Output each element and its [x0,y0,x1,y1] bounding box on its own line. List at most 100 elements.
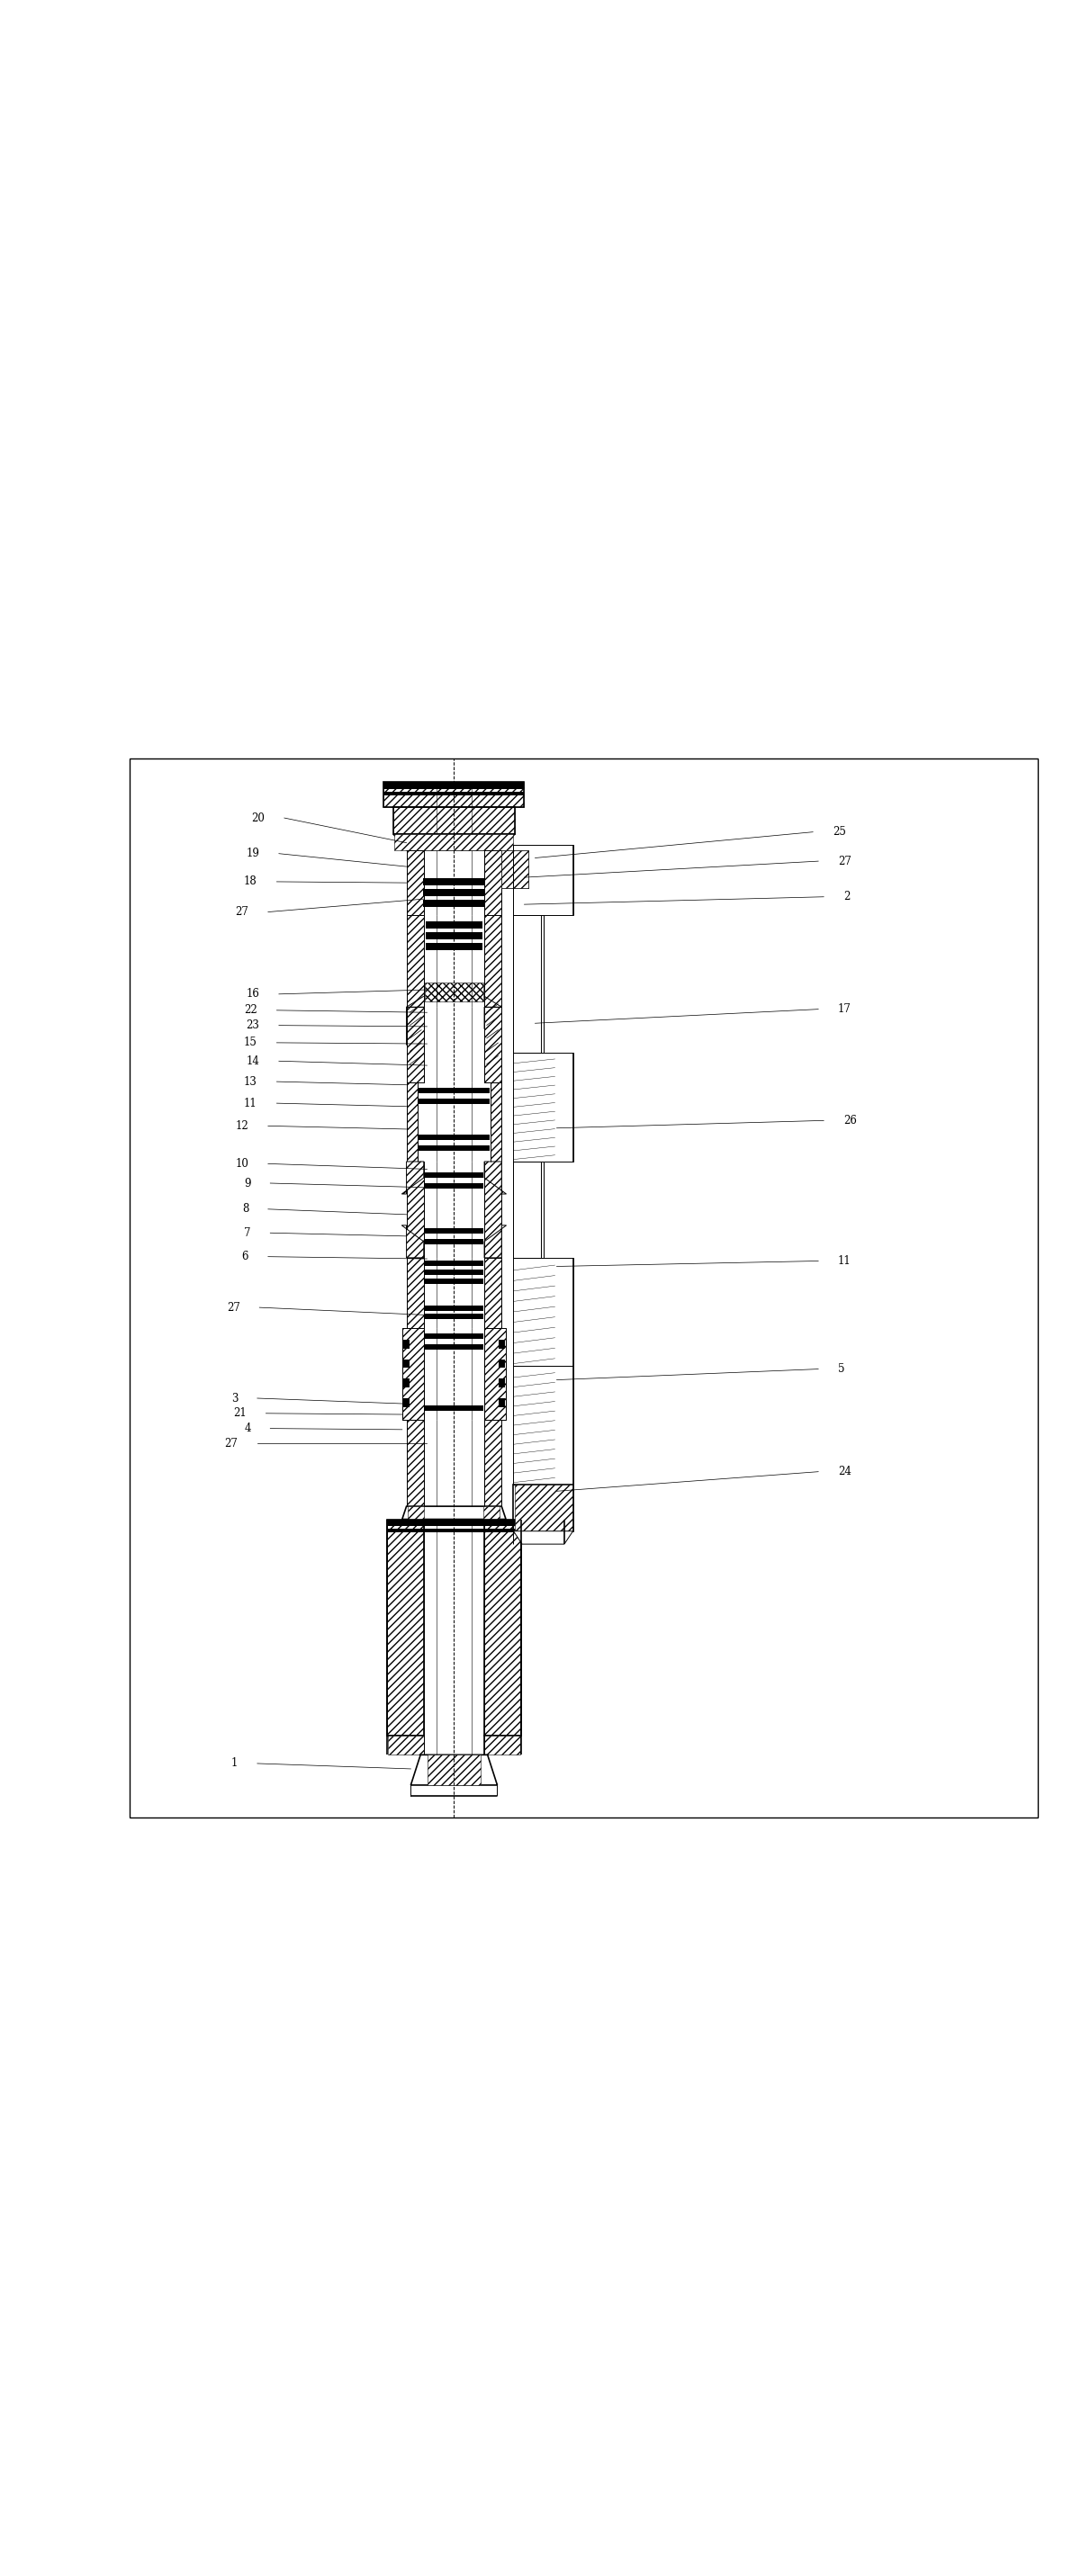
Bar [513,1162,540,1257]
Bar [425,1262,483,1267]
Bar [513,914,544,1054]
Text: 5: 5 [838,1363,844,1376]
Bar [418,1146,490,1151]
Bar [502,850,529,889]
Text: 27: 27 [225,1437,238,1450]
Bar [498,1378,505,1388]
Bar [406,1007,424,1082]
Bar [426,943,482,951]
Bar [406,914,424,1007]
Bar [484,1257,502,1329]
Bar [513,1054,573,1162]
Polygon shape [484,1007,502,1046]
Text: 21: 21 [233,1406,246,1419]
Bar [425,1406,483,1412]
Bar [484,1257,502,1329]
Text: 26: 26 [843,1115,856,1126]
Text: 24: 24 [838,1466,851,1479]
Bar [484,1520,521,1736]
Bar [513,1484,573,1530]
Bar [406,1162,424,1257]
Polygon shape [406,1007,424,1046]
Text: 23: 23 [246,1020,259,1030]
Bar [384,783,524,788]
Bar [406,1419,424,1507]
Bar [425,1306,483,1311]
Bar [406,1257,424,1329]
Bar [498,1340,505,1347]
Polygon shape [393,835,515,850]
Bar [484,1162,502,1257]
Bar [483,1507,499,1520]
Bar [425,1270,483,1275]
Bar [406,850,424,914]
Text: 1: 1 [231,1757,238,1770]
Bar [491,1082,502,1162]
Bar [406,914,424,1007]
Text: 11: 11 [244,1097,257,1110]
Bar [484,1162,502,1257]
Bar [387,1520,521,1525]
Bar [426,933,482,940]
Polygon shape [402,1162,424,1195]
Bar [484,850,502,914]
Bar [406,850,424,914]
Bar [403,1399,410,1406]
Text: 27: 27 [236,907,249,917]
Bar [484,1736,520,1754]
Bar [484,1419,502,1507]
Bar [515,1484,573,1530]
Text: 18: 18 [244,876,257,889]
Bar [402,1329,424,1419]
Polygon shape [484,1162,506,1195]
Text: 27: 27 [838,855,851,868]
Polygon shape [411,1754,497,1785]
Text: 27: 27 [227,1301,240,1314]
Bar [425,1172,483,1177]
Bar [406,1162,424,1257]
Bar [408,1507,424,1520]
Bar [384,783,524,806]
Bar [384,783,524,806]
Text: 13: 13 [244,1077,257,1087]
Bar [513,914,540,1054]
Text: 12: 12 [236,1121,249,1131]
Text: 19: 19 [246,848,259,860]
Text: 6: 6 [242,1252,249,1262]
Text: 7: 7 [244,1226,251,1239]
Bar [406,1082,417,1162]
Text: 9: 9 [244,1177,251,1190]
Bar [406,1419,424,1507]
Bar [387,1520,424,1736]
Bar [387,1520,424,1736]
Bar [513,845,573,914]
Polygon shape [402,1507,506,1520]
Text: 2: 2 [843,891,850,902]
Bar [388,1736,424,1754]
Bar [425,1239,483,1244]
Bar [423,889,485,896]
Bar [406,1007,424,1082]
Bar [425,1278,483,1283]
Polygon shape [387,1736,424,1754]
Bar [427,1754,481,1785]
Text: 16: 16 [246,989,259,999]
Polygon shape [484,1226,506,1257]
Bar [484,1007,502,1082]
Bar [402,1329,424,1419]
Bar [423,899,485,907]
Bar [484,1329,506,1419]
Bar [425,1182,483,1188]
Text: 22: 22 [244,1005,257,1015]
Polygon shape [402,1226,424,1257]
Bar [393,806,515,835]
Text: 25: 25 [832,827,845,837]
Bar [426,922,482,927]
Bar [498,1399,505,1406]
Bar [403,1360,410,1368]
Bar [425,1314,483,1319]
Text: 17: 17 [838,1005,851,1015]
Bar [130,757,1038,1819]
Bar [393,806,515,835]
Polygon shape [513,1530,573,1543]
